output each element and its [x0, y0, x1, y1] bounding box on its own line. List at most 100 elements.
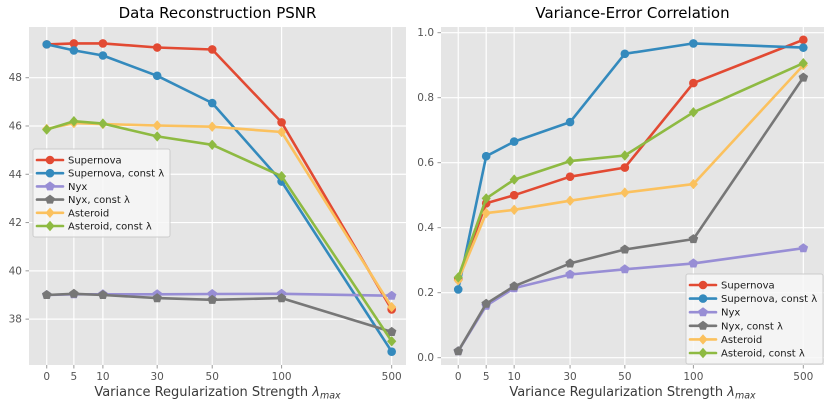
data-point-marker: [688, 258, 699, 268]
data-point-marker: [799, 35, 808, 45]
data-point-marker: [207, 139, 217, 150]
subplot: 0 5 10 30 50 100 500 0.0 0.2 0.4 0.6 0.8 1.0 Supernov…: [417, 27, 824, 383]
data-point-marker: [277, 171, 287, 182]
data-point-marker: [45, 220, 55, 232]
data-point-marker: [565, 172, 575, 181]
data-point-marker: [565, 258, 575, 268]
data-point-marker: [698, 347, 708, 359]
data-point-marker: [688, 234, 699, 244]
data-point-marker: [509, 137, 519, 146]
x-tick-label: 10: [96, 371, 109, 383]
data-point-marker: [98, 39, 108, 48]
data-point-marker: [207, 294, 217, 304]
data-point-marker: [387, 336, 397, 347]
legend-label: Supernova: [721, 281, 775, 292]
x-tick-label: 30: [563, 371, 576, 383]
data-point-marker: [620, 264, 630, 274]
x-tick-label: 100: [683, 371, 703, 383]
x-axis-label-right: Variance Regularization Strength λmax: [441, 385, 824, 402]
legend-label: Supernova, const λ: [721, 294, 817, 305]
x-tick-label: 50: [618, 371, 631, 383]
data-point-marker: [152, 293, 162, 303]
data-point-marker: [207, 121, 217, 132]
data-point-marker: [509, 281, 519, 291]
x-tick-label: 0: [455, 371, 462, 383]
data-point-marker: [698, 294, 708, 303]
lambda-symbol: λ: [727, 385, 735, 400]
data-point-marker: [453, 346, 463, 356]
x-tick-label: 10: [507, 371, 520, 383]
x-tick-label: 0: [43, 371, 50, 383]
data-point-marker: [565, 269, 575, 279]
data-point-marker: [481, 207, 491, 219]
y-tick-label: 0.2: [417, 287, 434, 299]
y-tick-label: 0.6: [417, 157, 434, 169]
legend-label: Nyx, const λ: [68, 195, 130, 206]
y-tick-label: 44: [9, 169, 23, 181]
chart-title-correlation: Variance-Error Correlation: [535, 4, 730, 22]
y-tick-label: 1.0: [417, 27, 434, 39]
y-tick-label: 38: [9, 314, 22, 326]
y-tick-label: 46: [9, 120, 23, 132]
data-point-marker: [698, 307, 708, 317]
data-point-marker: [98, 51, 108, 60]
x-tick-label: 500: [793, 371, 813, 383]
data-point-marker: [620, 244, 630, 254]
data-point-marker: [276, 293, 287, 303]
data-point-marker: [698, 280, 708, 290]
data-point-marker: [277, 126, 287, 138]
data-point-marker: [152, 71, 162, 81]
x-tick-label: 5: [483, 371, 490, 383]
subplot: 0 5 10 30 50 100 500 38 40 42 44 46 48 Supernova Super…: [9, 27, 406, 383]
y-tick-label: 40: [9, 265, 22, 277]
legend-label: Asteroid: [68, 208, 109, 219]
data-point-marker: [509, 190, 519, 200]
legend-box: [685, 273, 824, 365]
y-tick-label: 0.0: [417, 352, 434, 364]
data-point-marker: [98, 290, 108, 299]
data-point-marker: [69, 46, 79, 55]
data-point-marker: [481, 151, 491, 161]
data-point-marker: [689, 39, 698, 48]
data-point-marker: [688, 178, 698, 190]
x-tick-label: 5: [71, 371, 78, 383]
legend-box: [32, 148, 171, 238]
data-point-marker: [45, 155, 55, 165]
lambda-subscript: max: [319, 390, 341, 402]
y-tick-label: 42: [9, 217, 22, 229]
data-point-marker: [565, 195, 575, 206]
data-point-marker: [620, 163, 630, 172]
data-point-marker: [386, 290, 397, 300]
data-point-marker: [688, 107, 698, 118]
data-point-marker: [387, 301, 397, 313]
data-point-marker: [798, 243, 809, 253]
legend-label: Supernova: [68, 156, 122, 167]
y-tick-label: 48: [9, 72, 22, 84]
data-point-marker: [152, 43, 162, 52]
data-point-marker: [620, 49, 630, 59]
data-point-marker: [69, 39, 79, 48]
data-point-marker: [69, 288, 79, 298]
legend-label: Asteroid, const λ: [721, 349, 805, 360]
data-point-marker: [387, 347, 396, 357]
data-point-marker: [207, 98, 217, 108]
legend-label: Asteroid: [721, 335, 762, 346]
data-point-marker: [698, 334, 708, 345]
data-point-marker: [98, 118, 108, 129]
data-point-marker: [509, 204, 519, 215]
legend-label: Nyx, const λ: [721, 321, 783, 332]
data-point-marker: [565, 155, 575, 167]
x-tick-label: 500: [382, 371, 402, 383]
data-point-marker: [481, 193, 491, 204]
data-point-marker: [386, 326, 397, 336]
x-axis-label-left: Variance Regularization Strength λmax: [29, 385, 406, 402]
data-point-marker: [42, 290, 52, 299]
data-point-marker: [453, 272, 463, 283]
legend-label: Asteroid, const λ: [68, 222, 152, 233]
legend-label: Nyx: [68, 182, 87, 193]
data-point-marker: [798, 58, 808, 69]
data-point-marker: [620, 187, 630, 198]
data-point-marker: [689, 78, 698, 88]
